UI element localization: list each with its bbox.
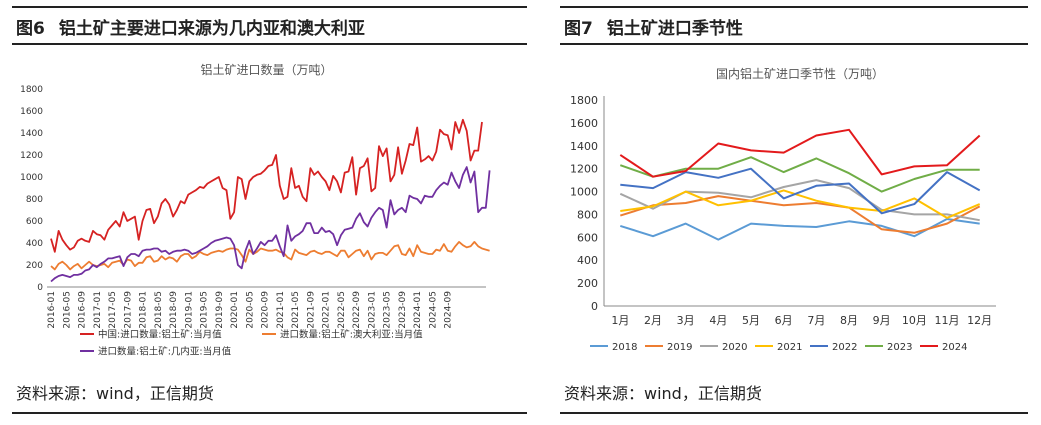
x-tick-label: 2020-05 (245, 291, 255, 329)
x-tick-label: 2020-09 (261, 291, 271, 329)
y-tick-label: 1600 (570, 117, 598, 130)
series-line-2020 (619, 179, 980, 222)
y-tick-label: 0 (37, 283, 43, 293)
x-tick-label: 2022-05 (337, 291, 347, 329)
chart-title: 国内铝土矿进口季节性（万吨） (716, 66, 884, 81)
y-tick-label: 600 (577, 231, 598, 244)
seasonality-chart: 国内铝土矿进口季节性（万吨） 0 200 400 600 800 1000 1200 1400 1… (570, 66, 996, 353)
x-tick-label: 8月 (840, 314, 858, 327)
y-tick-label: 800 (577, 208, 598, 221)
series-line-2 (50, 240, 490, 271)
legend-label: 2022 (832, 342, 857, 353)
x-tick-label: 2023-09 (398, 291, 408, 329)
figure-7-panel: 图7 铝土矿进口季节性 国内铝土矿进口季节性（万吨） 0 200 400 600 800 10… (548, 0, 1028, 425)
series-line-2023 (619, 156, 980, 193)
x-tick-label: 11月 (935, 314, 960, 327)
x-tick-label: 2017-05 (108, 291, 118, 329)
x-tick-label: 2020-01 (230, 291, 240, 329)
figure-title: 图6 铝土矿主要进口来源为几内亚和澳大利亚 (16, 14, 365, 39)
y-tick-label: 0 (591, 300, 598, 313)
x-tick-label: 1月 (611, 314, 629, 327)
x-tick-label: 2021-01 (276, 291, 286, 329)
x-tick-label: 2018-01 (139, 291, 149, 329)
top-rule (560, 6, 1028, 8)
top-rule (12, 6, 527, 8)
y-tick-label: 200 (26, 261, 43, 271)
y-tick-label: 1400 (20, 129, 43, 139)
x-tick-label: 2022-01 (322, 291, 332, 329)
title-rule (560, 43, 1028, 45)
x-tick-label: 2019-01 (184, 291, 194, 329)
x-tick-label: 3月 (677, 314, 695, 327)
series-line-2024 (619, 128, 981, 178)
bottom-rule (12, 412, 527, 414)
y-tick-label: 1800 (20, 85, 43, 95)
legend-label: 2018 (612, 342, 637, 353)
series-line-1 (50, 118, 483, 253)
x-tick-label: 2016-09 (78, 291, 88, 329)
x-tick-label: 2016-01 (47, 291, 57, 329)
legend-label: 2019 (667, 342, 692, 353)
x-tick-label: 2023-01 (367, 291, 377, 329)
legend-label: 2023 (887, 342, 912, 353)
series-line-3 (50, 166, 491, 283)
x-tick-label: 2月 (644, 314, 662, 327)
x-tick-label: 7月 (807, 314, 825, 327)
x-tick-label: 6月 (775, 314, 793, 327)
import-volume-chart: 铝土矿进口数量（万吨） 0 200 400 600 800 1000 1200 1400 1600… (20, 62, 491, 358)
bottom-rule (560, 412, 1028, 414)
x-tick-label: 2017-09 (123, 291, 133, 329)
y-tick-label: 1200 (20, 151, 43, 161)
figure-title: 图7 铝土矿进口季节性 (564, 14, 743, 39)
source-note: 资料来源：wind，正信期货 (16, 384, 214, 403)
y-tick-label: 1200 (570, 163, 598, 176)
figure-caption: 铝土矿进口季节性 (606, 19, 743, 39)
x-tick-label: 2024-05 (428, 291, 438, 329)
x-tick-label: 2017-01 (93, 291, 103, 329)
figure-number: 图7 (564, 19, 593, 39)
legend-label: 2021 (777, 342, 802, 353)
x-tick-label: 9月 (873, 314, 891, 327)
legend-label: 2024 (942, 342, 967, 353)
title-rule (12, 43, 527, 45)
series-line-2022 (620, 167, 981, 215)
y-tick-label: 1000 (20, 173, 43, 183)
x-tick-label: 2024-01 (413, 291, 423, 329)
chart-title: 铝土矿进口数量（万吨） (200, 62, 332, 77)
figure-number: 图6 (16, 19, 45, 39)
x-tick-label: 2019-09 (215, 291, 225, 329)
y-tick-label: 1000 (570, 186, 598, 199)
figure-6-panel: 图6 铝土矿主要进口来源为几内亚和澳大利亚 铝土矿进口数量（万吨） 0 200 400 6… (12, 6, 527, 414)
x-tick-label: 2023-05 (383, 291, 393, 329)
legend-label: 中国:进口数量:铝土矿:当月值 (98, 329, 222, 341)
y-tick-label: 600 (26, 217, 43, 227)
series-line-2021 (620, 189, 981, 219)
series-line-2018 (619, 218, 980, 241)
y-tick-label: 800 (26, 195, 43, 205)
x-tick-label: 2018-05 (154, 291, 164, 329)
figure-caption: 铝土矿主要进口来源为几内亚和澳大利亚 (58, 19, 365, 39)
y-tick-label: 400 (26, 239, 43, 249)
x-tick-label: 4月 (709, 314, 727, 327)
x-tick-label: 2021-09 (306, 291, 316, 329)
y-tick-label: 400 (577, 254, 598, 267)
x-tick-label: 5月 (742, 314, 760, 327)
x-tick-label: 10月 (902, 314, 927, 327)
source-note: 资料来源：wind，正信期货 (564, 384, 762, 403)
series-line-2019 (619, 195, 981, 234)
x-tick-label: 2021-05 (291, 291, 301, 329)
y-tick-label: 1800 (570, 94, 598, 107)
x-tick-label: 2024-09 (444, 291, 454, 329)
x-tick-label: 2018-09 (169, 291, 179, 329)
y-tick-label: 1400 (570, 140, 598, 153)
legend-label: 2020 (722, 342, 747, 353)
legend-label: 进口数量:铝土矿:澳大利亚:当月值 (280, 329, 423, 341)
legend-label: 进口数量:铝土矿:几内亚:当月值 (98, 346, 232, 358)
x-tick-label: 12月 (967, 314, 992, 327)
y-tick-label: 200 (577, 277, 598, 290)
y-tick-label: 1600 (20, 107, 43, 117)
x-tick-label: 2016-05 (62, 291, 72, 329)
x-tick-label: 2022-09 (352, 291, 362, 329)
x-tick-label: 2019-05 (200, 291, 210, 329)
